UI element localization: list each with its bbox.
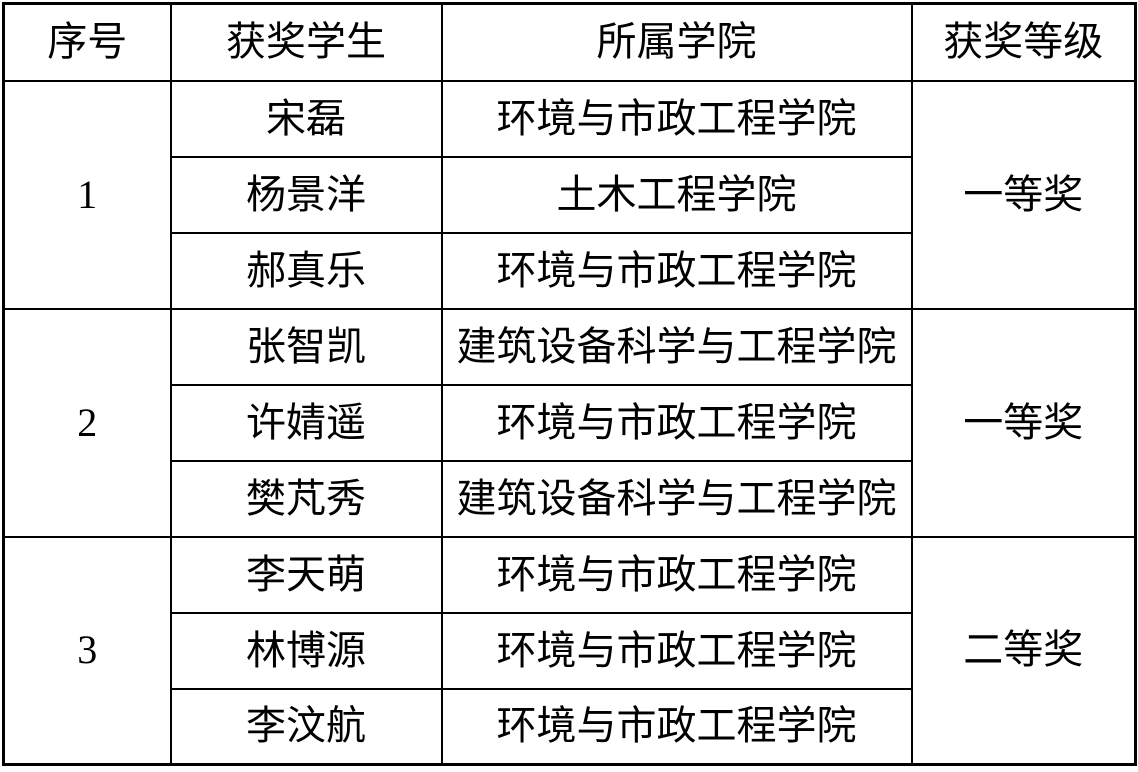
- student-college-cell: 土木工程学院: [440, 155, 913, 234]
- group-award-cell: 二等奖: [910, 535, 1137, 766]
- student-college-cell: 环境与市政工程学院: [440, 687, 913, 766]
- student-college-cell: 建筑设备科学与工程学院: [440, 459, 913, 538]
- student-name-cell: 林博源: [169, 611, 443, 690]
- student-name-cell: 樊芃秀: [169, 459, 443, 538]
- table-row: 3 李天萌 环境与市政工程学院 二等奖: [2, 535, 1137, 766]
- header-cell-award: 获奖等级: [910, 2, 1137, 82]
- table-row: 2 张智凯 建筑设备科学与工程学院 一等奖: [2, 307, 1137, 538]
- student-name-cell: 李天萌: [169, 535, 443, 614]
- student-college-cell: 环境与市政工程学院: [440, 79, 913, 158]
- student-college-cell: 环境与市政工程学院: [440, 231, 913, 310]
- table-row: 杨景洋 土木工程学院: [4, 155, 1136, 234]
- student-college-cell: 建筑设备科学与工程学院: [440, 307, 913, 386]
- group-index-cell: 3: [2, 535, 172, 766]
- student-name-cell: 杨景洋: [169, 155, 443, 234]
- table-row: 樊芃秀 建筑设备科学与工程学院: [4, 459, 1136, 538]
- student-college-cell: 环境与市政工程学院: [440, 611, 913, 690]
- table-row: 郝真乐 环境与市政工程学院: [4, 231, 1136, 310]
- header-cell-index: 序号: [2, 2, 172, 82]
- student-college-cell: 环境与市政工程学院: [440, 535, 913, 614]
- group-award-cell: 一等奖: [910, 307, 1137, 538]
- group-index-cell: 1: [2, 79, 172, 310]
- group-award-cell: 一等奖: [910, 79, 1137, 310]
- table-row: 1 宋磊 环境与市政工程学院 一等奖: [2, 79, 1137, 310]
- header-cell-college: 所属学院: [440, 2, 913, 82]
- table-row: 林博源 环境与市政工程学院: [4, 611, 1136, 690]
- student-name-cell: 宋磊: [169, 79, 443, 158]
- student-name-cell: 李汶航: [169, 687, 443, 766]
- table-row: 许婧遥 环境与市政工程学院: [4, 383, 1136, 462]
- student-name-cell: 许婧遥: [169, 383, 443, 462]
- student-name-cell: 张智凯: [169, 307, 443, 386]
- student-name-cell: 郝真乐: [169, 231, 443, 310]
- table-row: 李汶航 环境与市政工程学院: [4, 687, 1136, 766]
- header-cell-student: 获奖学生: [169, 2, 443, 82]
- student-college-cell: 环境与市政工程学院: [440, 383, 913, 462]
- group-index-cell: 2: [2, 307, 172, 538]
- header-row: 序号 获奖学生 所属学院 获奖等级: [2, 2, 1137, 82]
